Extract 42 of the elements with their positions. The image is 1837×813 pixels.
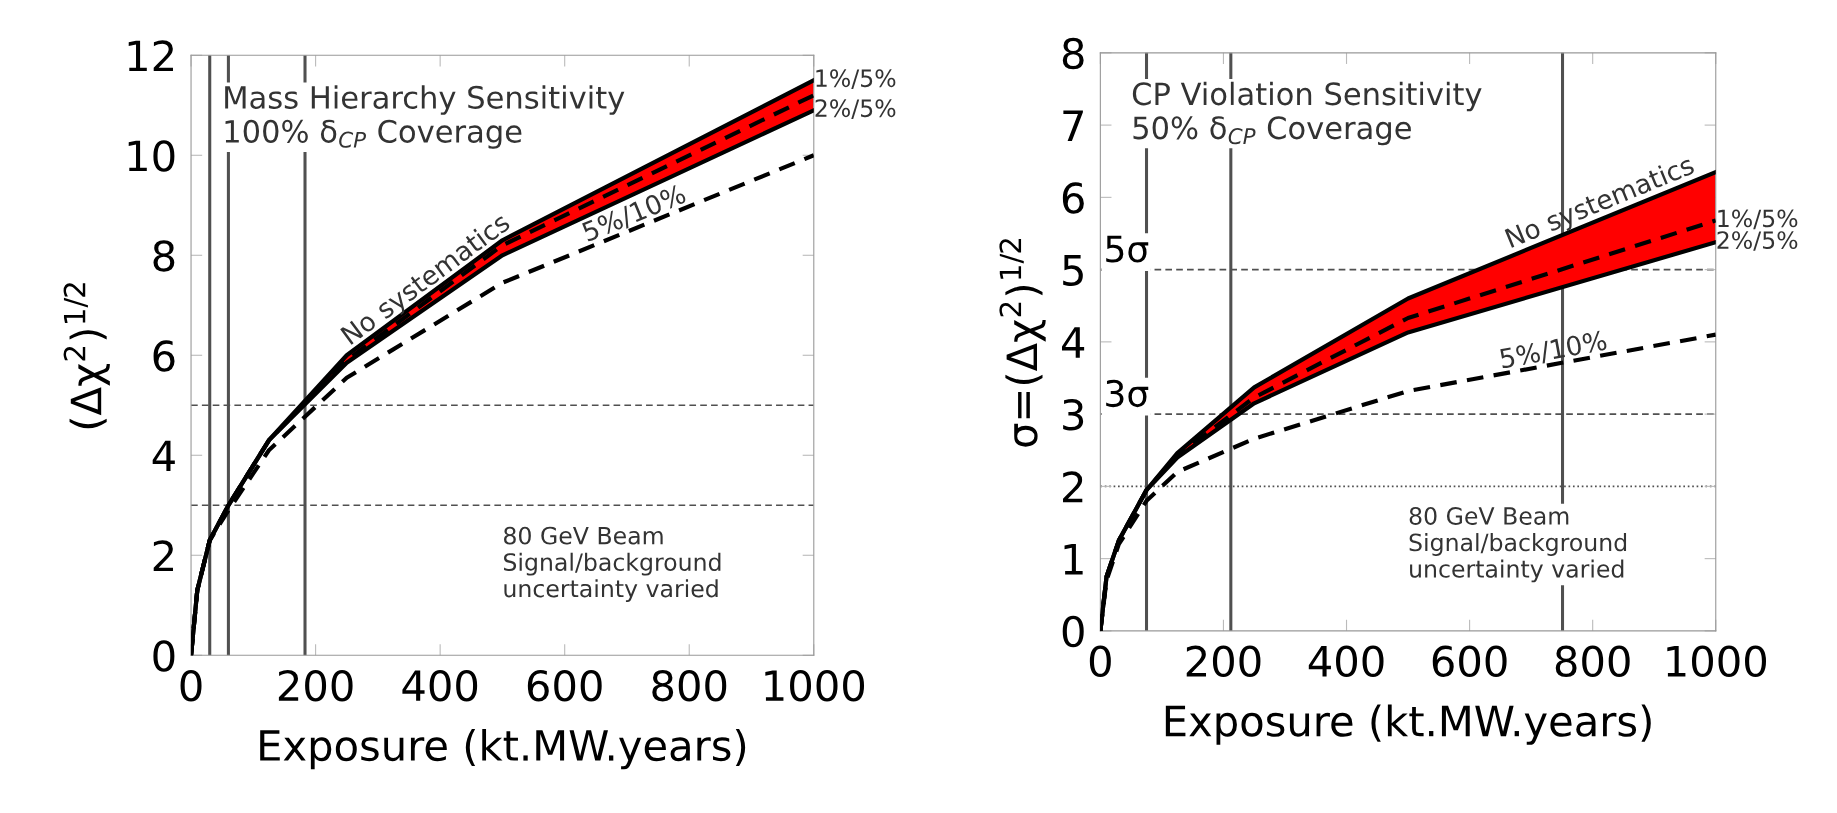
annotation: CP Violation Sensitivity 50% δ$_{CP}$ Coverage bbox=[1132, 81, 1482, 146]
y-tick-label: 1 bbox=[1064, 544, 1083, 575]
x-tick-label: 600 bbox=[1432, 645, 1507, 678]
y-tick-label: 8 bbox=[153, 240, 175, 272]
x-tick-label: 600 bbox=[527, 669, 602, 702]
y-tick-label: 8 bbox=[1062, 37, 1084, 70]
annotation: 80 GeV Beam Signal/background uncertainty varied bbox=[503, 526, 721, 603]
y-tick-label: 6 bbox=[1062, 182, 1084, 214]
x-tick-label: 0 bbox=[1089, 645, 1111, 678]
x-tick-label: 1000 bbox=[1667, 645, 1767, 678]
y-tick-label: 3 bbox=[1063, 399, 1084, 431]
x-tick-label: 1000 bbox=[765, 669, 865, 702]
x-tick-label: 400 bbox=[1308, 645, 1384, 678]
y-tick-label: 10 bbox=[128, 140, 175, 172]
x-tick-label: 200 bbox=[278, 669, 353, 702]
x-tick-label: 400 bbox=[402, 669, 478, 702]
annotation: 1%/5% bbox=[1718, 209, 1798, 230]
y-tick-label: 2 bbox=[153, 540, 173, 572]
x-tick-label: 800 bbox=[652, 669, 727, 702]
y-tick-label: 12 bbox=[128, 40, 173, 72]
y-tick-label: 4 bbox=[1062, 327, 1085, 358]
x-axis-title: Exposure (kt.MW.years) bbox=[260, 728, 746, 770]
x-axis-title: Exposure (kt.MW.years) bbox=[1165, 704, 1651, 745]
annotation: 80 GeV Beam Signal/background uncertainty varied bbox=[1409, 507, 1627, 583]
y-tick-label: 7 bbox=[1063, 110, 1083, 141]
x-tick-label: 200 bbox=[1186, 645, 1261, 678]
ref-line-label: 3σ bbox=[1106, 379, 1149, 408]
y-tick-label: 5 bbox=[1063, 255, 1083, 287]
y-axis-title: σ=(Δχ$^{2}$)$^{1/2}$ bbox=[999, 239, 1046, 447]
annotation: 5%/10% bbox=[1499, 330, 1608, 371]
y-tick-label: 0 bbox=[1062, 615, 1084, 648]
x-tick-label: 0 bbox=[180, 669, 202, 702]
x-tick-label: 800 bbox=[1555, 645, 1630, 678]
y-axis-title: (Δχ$^{2}$)$^{1/2}$ bbox=[63, 283, 110, 429]
y-tick-label: 6 bbox=[153, 340, 175, 372]
y-tick-label: 2 bbox=[1063, 471, 1083, 503]
annotation: 2%/5% bbox=[815, 99, 896, 119]
y-tick-label: 4 bbox=[152, 440, 175, 472]
annotation: 2%/5% bbox=[1717, 231, 1798, 251]
annotation: Mass Hierarchy Sensitivity 100% δ$_{CP}$ Coverage bbox=[225, 85, 625, 149]
ref-line-label: 5σ bbox=[1106, 235, 1149, 263]
annotation: 1%/5% bbox=[816, 69, 896, 89]
